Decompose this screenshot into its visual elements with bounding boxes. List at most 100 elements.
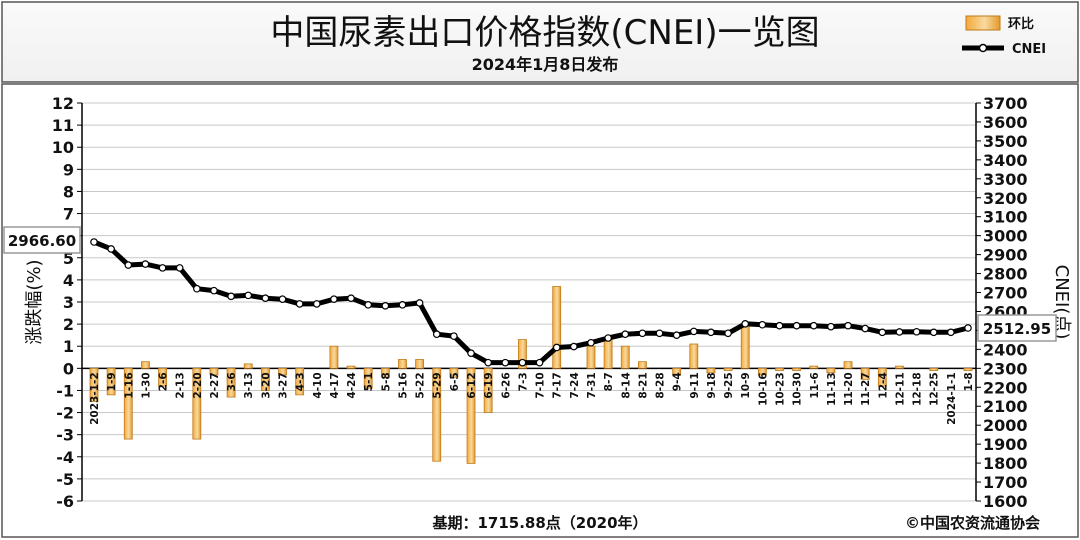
cnei-point	[261, 294, 270, 303]
x-tick-label: 12-18	[912, 372, 924, 406]
change-bar	[209, 367, 219, 376]
x-tick-label: 12-11	[894, 372, 906, 406]
change-bar	[740, 323, 750, 369]
x-tick-label: 11-20	[843, 372, 855, 406]
cnei-point	[158, 264, 167, 272]
change-bar	[929, 367, 939, 371]
x-tick-label: 5-16	[397, 372, 409, 398]
left-tick-label: 11	[52, 116, 74, 135]
change-bar	[260, 367, 270, 391]
change-bar	[432, 367, 442, 462]
change-bar	[278, 367, 287, 376]
cnei-point	[964, 324, 972, 332]
left-tick-label: 7	[63, 205, 74, 224]
first-value-callout: 2966.60	[3, 226, 81, 254]
left-tick-label: -2	[56, 404, 74, 423]
cnei-point	[467, 349, 475, 357]
legend: 环比 CNEI	[962, 15, 1046, 57]
cnei-point	[141, 260, 150, 268]
left-tick-label: 10	[52, 138, 74, 157]
x-tick-label: 2-27	[209, 372, 221, 398]
change-bars	[89, 286, 973, 464]
last-value-callout: 2512.95	[977, 314, 1057, 342]
x-tick-label: 6-5	[449, 372, 461, 391]
left-tick-label: -1	[56, 381, 74, 400]
cnei-point	[484, 358, 492, 367]
cnei-point	[604, 334, 612, 342]
cnei-point	[672, 331, 681, 339]
change-bar	[552, 286, 562, 369]
svg-text:2512.95: 2512.95	[983, 320, 1051, 338]
x-tick-label: 4-17	[329, 372, 341, 398]
change-bar	[672, 367, 682, 376]
change-bar	[826, 367, 836, 374]
svg-text:2966.60: 2966.60	[8, 232, 76, 250]
cnei-point	[398, 301, 407, 309]
cnei-point	[758, 320, 767, 329]
cnei-point	[518, 358, 527, 367]
change-bar	[723, 367, 733, 371]
right-tick-label: 3300	[983, 170, 1028, 189]
right-tick-label: 2300	[983, 359, 1028, 378]
right-tick-label: 2800	[983, 265, 1028, 284]
change-bar	[141, 361, 150, 369]
change-bar	[106, 367, 116, 396]
x-tick-label: 7-10	[535, 372, 547, 398]
change-bar	[775, 367, 784, 371]
x-tick-label: 11-27	[860, 372, 872, 406]
cnei-point	[775, 321, 784, 330]
left-tick-label: -3	[56, 426, 74, 445]
x-tick-label: 3-6	[226, 372, 238, 391]
cnei-line-path	[93, 239, 969, 366]
left-tick-label: -6	[56, 492, 74, 511]
cnei-point	[655, 329, 664, 338]
right-tick-label: 1600	[983, 492, 1028, 511]
cnei-line	[90, 238, 972, 367]
cnei-point	[861, 324, 869, 333]
cnei-point	[724, 329, 732, 338]
change-bar	[689, 343, 699, 369]
x-tick-label: 3-13	[243, 372, 255, 398]
change-bar	[895, 365, 904, 369]
cnei-point	[364, 301, 372, 309]
cnei-point	[707, 328, 715, 337]
cnei-point	[415, 299, 424, 307]
legend-bar-label: 环比	[1008, 16, 1034, 32]
cnei-point	[278, 295, 287, 303]
cnei-point	[895, 328, 904, 336]
left-tick-label: -5	[56, 470, 74, 489]
left-tick-label: 12	[52, 94, 74, 113]
cnei-point	[690, 327, 698, 336]
left-tick-label: 1	[63, 337, 74, 356]
left-tick-label: 8	[63, 182, 74, 201]
right-tick-label: 3700	[983, 94, 1028, 113]
change-bar	[860, 367, 870, 380]
cnei-point	[312, 300, 321, 308]
change-bar	[398, 359, 407, 369]
cnei-point	[347, 294, 355, 303]
grid-lines	[82, 102, 976, 502]
change-bar	[329, 345, 339, 369]
header-band	[1, 1, 1079, 83]
cnei-point	[912, 327, 921, 336]
cnei-point	[741, 319, 750, 328]
x-tick-label: 11-13	[826, 372, 838, 406]
change-bar	[637, 361, 647, 369]
x-tick-label: 7-31	[586, 372, 598, 398]
x-tick-label: 6-26	[500, 372, 512, 398]
left-tick-label: 4	[63, 271, 74, 290]
chart-title: 中国尿素出口价格指数(CNEI)一览图	[270, 13, 819, 53]
x-tick-label: 1-16	[123, 372, 135, 398]
left-tick-label: -4	[56, 448, 74, 467]
cnei-point	[90, 238, 98, 246]
x-tick-label: 9-11	[689, 372, 701, 398]
legend-line-marker	[978, 43, 988, 53]
x-tick-label: 2024-1-1	[946, 372, 958, 425]
change-bar	[706, 367, 716, 374]
x-tick-label: 3-27	[278, 372, 290, 398]
cnei-point	[947, 328, 955, 337]
x-tick-label: 6-19	[483, 372, 495, 398]
change-bar	[346, 365, 356, 369]
change-bar	[603, 339, 613, 369]
left-axis-label: 涨跌幅(%)	[24, 259, 45, 344]
